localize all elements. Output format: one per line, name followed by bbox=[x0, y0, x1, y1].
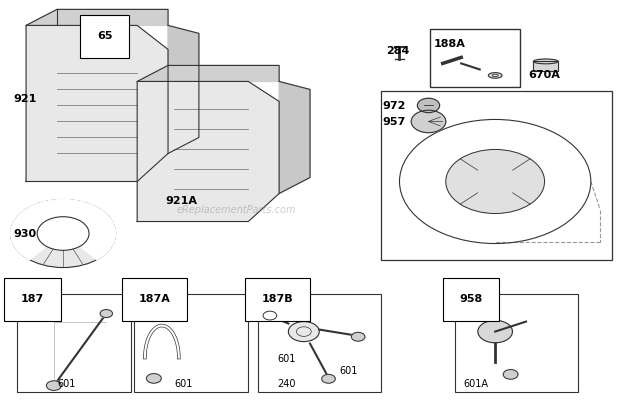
Circle shape bbox=[503, 370, 518, 379]
Text: 957: 957 bbox=[383, 116, 406, 127]
Circle shape bbox=[446, 150, 544, 214]
Circle shape bbox=[263, 311, 277, 320]
Bar bbox=[381, 91, 613, 260]
Polygon shape bbox=[26, 25, 168, 181]
Bar bbox=[257, 293, 381, 392]
Circle shape bbox=[352, 332, 365, 341]
Polygon shape bbox=[137, 81, 279, 222]
Circle shape bbox=[411, 110, 446, 133]
Text: 601: 601 bbox=[174, 379, 193, 389]
Text: 670A: 670A bbox=[528, 71, 560, 81]
Circle shape bbox=[399, 119, 591, 243]
Circle shape bbox=[11, 199, 115, 268]
Circle shape bbox=[478, 320, 513, 343]
Bar bbox=[455, 293, 578, 392]
Text: 601: 601 bbox=[57, 379, 75, 389]
Circle shape bbox=[146, 374, 161, 383]
Text: 187A: 187A bbox=[138, 294, 170, 304]
Polygon shape bbox=[26, 9, 168, 25]
Text: 284: 284 bbox=[386, 46, 409, 56]
Text: 972: 972 bbox=[383, 101, 406, 111]
Circle shape bbox=[100, 310, 112, 318]
Text: 601: 601 bbox=[340, 366, 358, 376]
Text: 65: 65 bbox=[97, 31, 113, 42]
Text: 187B: 187B bbox=[262, 294, 293, 304]
Circle shape bbox=[46, 381, 61, 391]
Bar bbox=[533, 61, 558, 71]
Bar bbox=[533, 61, 558, 71]
Text: 188A: 188A bbox=[433, 39, 466, 50]
Circle shape bbox=[322, 374, 335, 383]
Bar bbox=[17, 293, 131, 392]
Text: 187: 187 bbox=[21, 294, 45, 304]
Bar bbox=[430, 29, 520, 87]
Circle shape bbox=[37, 217, 89, 250]
Text: eReplacementParts.com: eReplacementParts.com bbox=[176, 204, 296, 214]
Polygon shape bbox=[279, 81, 310, 193]
Text: 240: 240 bbox=[277, 379, 296, 389]
Circle shape bbox=[417, 98, 440, 113]
Wedge shape bbox=[11, 199, 115, 260]
Polygon shape bbox=[168, 25, 199, 154]
Bar bbox=[134, 293, 248, 392]
Text: 930: 930 bbox=[14, 229, 37, 239]
Text: 958: 958 bbox=[459, 294, 482, 304]
Text: 601: 601 bbox=[277, 353, 296, 364]
Text: 921A: 921A bbox=[165, 197, 197, 206]
Circle shape bbox=[288, 322, 319, 342]
Ellipse shape bbox=[533, 59, 558, 64]
Text: 601A: 601A bbox=[463, 379, 488, 389]
Polygon shape bbox=[137, 65, 279, 81]
Ellipse shape bbox=[489, 73, 502, 78]
Text: 921: 921 bbox=[14, 94, 37, 104]
